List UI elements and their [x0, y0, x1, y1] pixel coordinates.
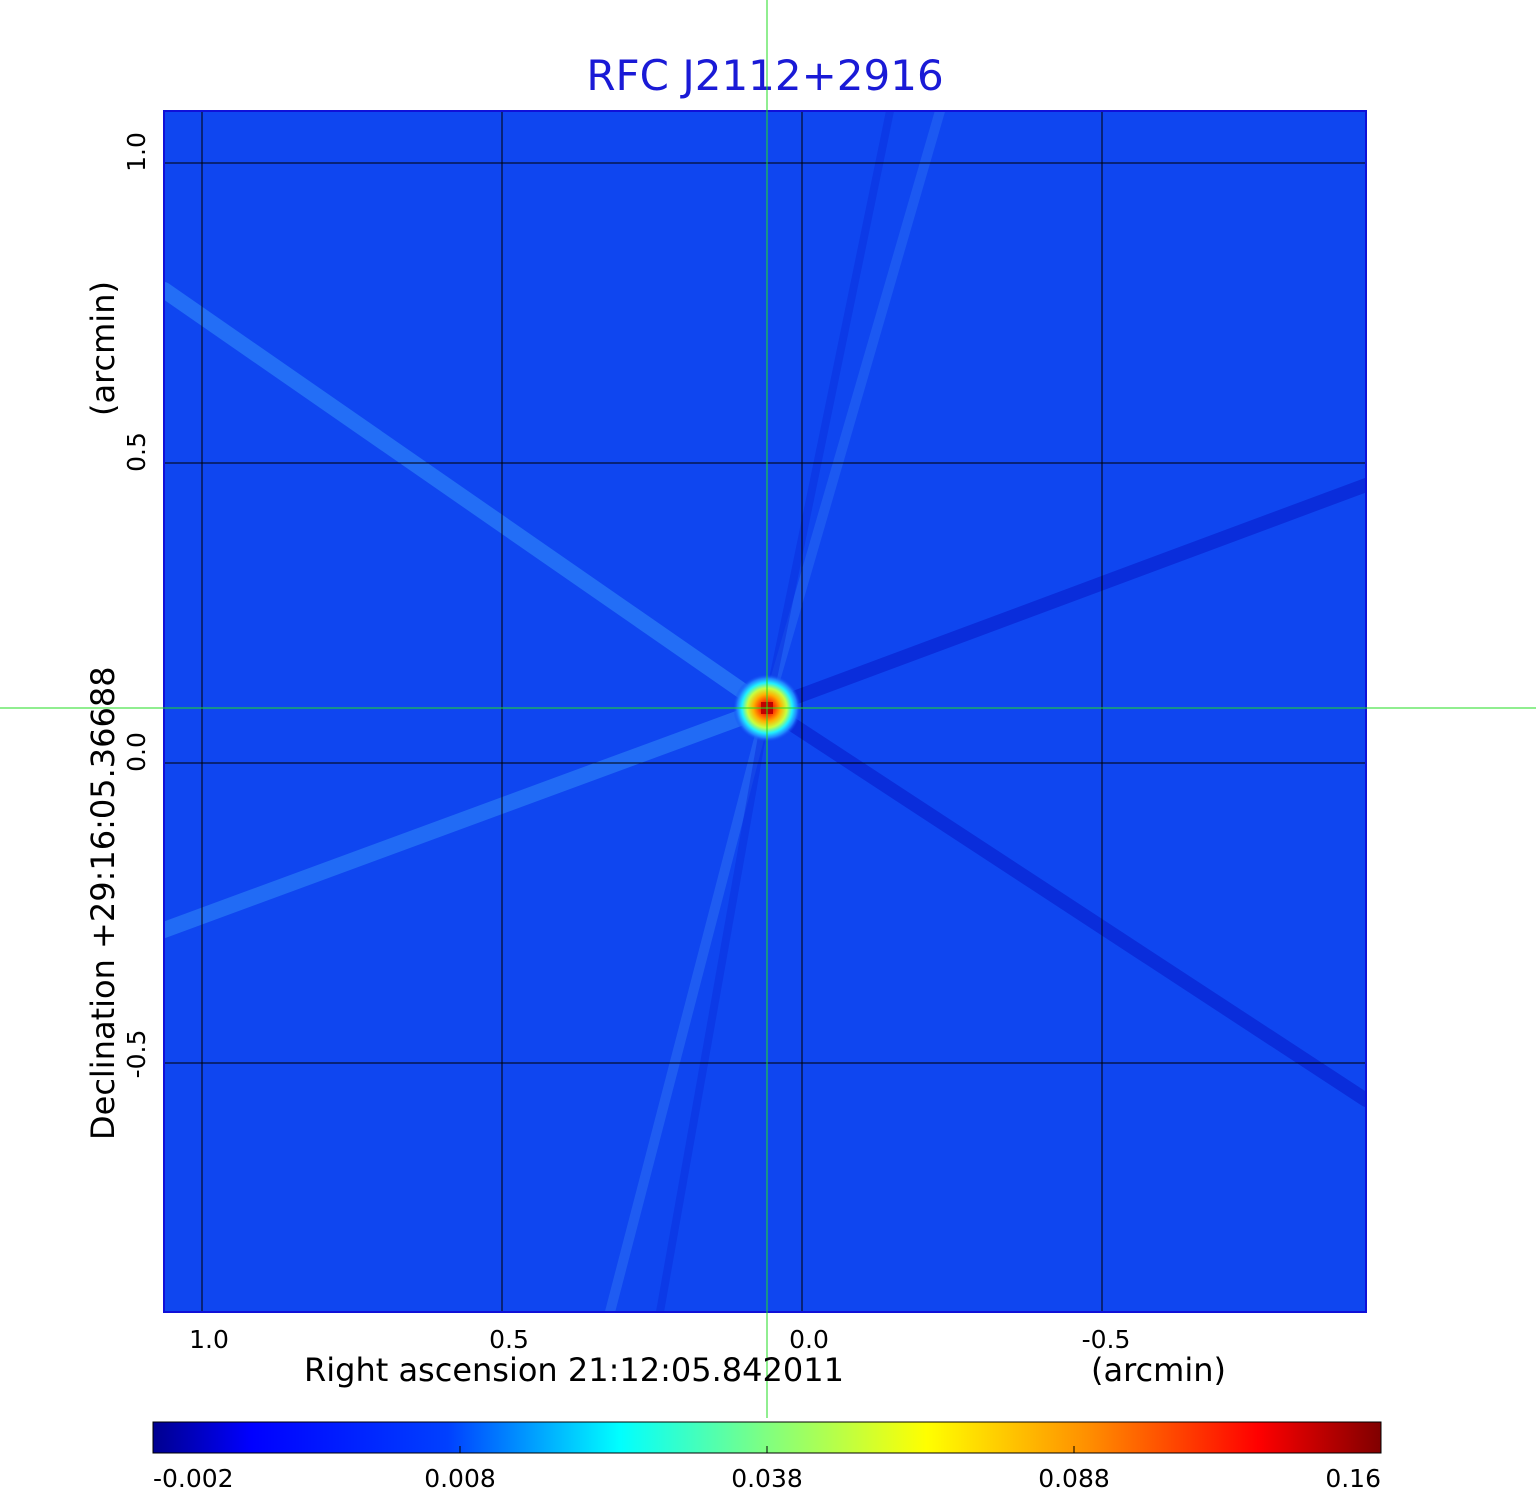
y-tick-label: 0.0 [122, 732, 151, 772]
figure-title: RFC J2112+2916 [586, 51, 943, 100]
colorbar-tick-label: 0.038 [731, 1464, 803, 1493]
colorbar-tick-label: 0.16 [1325, 1464, 1381, 1493]
y-axis-unit: (arcmin) [84, 281, 122, 416]
y-tick-label: -0.5 [122, 1030, 151, 1079]
sidelobe-streak [762, 111, 945, 713]
sidelobe-streak [164, 282, 775, 716]
sidelobe-streak [164, 700, 775, 938]
y-axis: 1.0 0.5 0.0 -0.5 [122, 132, 151, 1078]
sidelobe-streak [763, 111, 894, 712]
x-axis: 1.0 0.5 0.0 -0.5 [189, 1325, 1130, 1354]
x-axis-unit: (arcmin) [1091, 1351, 1226, 1389]
map-image [164, 111, 1366, 1312]
y-tick-label: 1.0 [122, 132, 151, 172]
sidelobe-streaks [164, 111, 1366, 1312]
coordinate-grid [164, 111, 1366, 1312]
x-axis-label: Right ascension 21:12:05.842011 [304, 1351, 844, 1389]
sidelobe-streak [656, 704, 771, 1312]
y-axis-label: Declination +29:16:05.36688 [84, 666, 122, 1140]
x-tick-label: 0.5 [489, 1325, 529, 1354]
x-tick-label: 1.0 [189, 1325, 229, 1354]
sidelobe-streak [760, 701, 1366, 1107]
sidelobe-streak [760, 478, 1366, 715]
y-tick-label: 0.5 [122, 432, 151, 472]
colorbar-tick-label: 0.008 [424, 1464, 496, 1493]
colorbar-tick-label: -0.002 [153, 1464, 234, 1493]
map-frame [163, 110, 1367, 1313]
crosshair [0, 0, 1536, 1418]
colorbar-ticks [459, 1446, 1075, 1453]
colorbar-labels: -0.002 0.008 0.038 0.088 0.16 [153, 1464, 1381, 1493]
x-tick-label: 0.0 [789, 1325, 829, 1354]
sidelobe-streak [605, 703, 772, 1312]
x-tick-label: -0.5 [1082, 1325, 1131, 1354]
colorbar-tick-label: 0.088 [1038, 1464, 1110, 1493]
